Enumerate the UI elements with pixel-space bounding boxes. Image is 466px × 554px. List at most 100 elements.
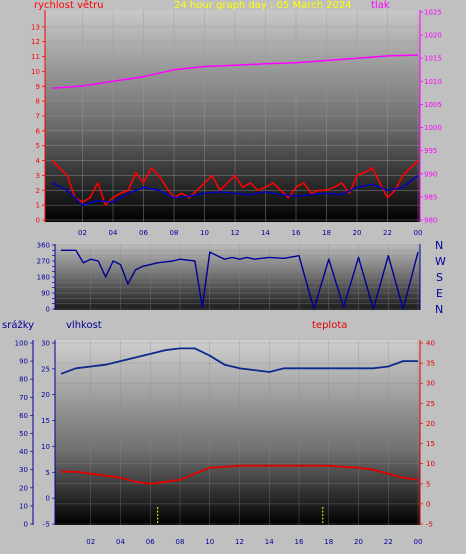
pressure-line [51, 54, 419, 90]
bottom-time-tick-label: 18 [324, 538, 333, 546]
rain-tick-label: 30 [19, 466, 28, 474]
wind-tick-label: 6 [36, 127, 41, 135]
pressure-tick-label: 1025 [424, 9, 442, 17]
time-tick-label: 10 [200, 229, 209, 237]
rain-tick-label: 80 [19, 376, 28, 384]
time-tick-label: 00 [414, 229, 423, 237]
pressure-tick-label: 980 [424, 217, 437, 225]
bottom-time-tick-label: 00 [414, 538, 423, 546]
wind-tick-label: 11 [31, 53, 40, 61]
temp-tick-label: 35 [426, 360, 435, 368]
bottom-time-tick-label: 02 [86, 538, 95, 546]
wind-tick-label: 3 [36, 172, 40, 180]
temp-tick-label: 0 [426, 500, 430, 508]
time-tick-label: 04 [109, 229, 118, 237]
time-tick-label: 18 [322, 229, 331, 237]
direction-e: E [436, 287, 443, 300]
pressure-tick-label: 985 [424, 193, 437, 201]
pressure-tick-label: 1010 [424, 78, 442, 86]
temperature-label: teplota [312, 320, 348, 331]
wind-tick-label: 12 [31, 38, 40, 46]
temp-tick-label: -5 [426, 521, 433, 529]
temp-tick-label: 5 [426, 480, 430, 488]
humidity-tick-label: 25 [41, 365, 50, 373]
temperature-line [61, 464, 419, 485]
wind-tick-label: 2 [36, 187, 40, 195]
temp-tick-label: 20 [426, 420, 435, 428]
direction-tick-label: 180 [37, 274, 50, 282]
wind-speed-label: rychlost větru [34, 0, 104, 11]
temp-tick-label: 25 [426, 400, 435, 408]
wind-tick-label: 13 [31, 23, 40, 31]
grid-layer [45, 10, 420, 525]
wind-tick-label: 10 [31, 68, 40, 76]
pressure-tick-label: 1015 [424, 55, 442, 63]
ticks-layer: 0123456789101112139809859909951000100510… [15, 9, 442, 547]
rain-tick-label: 10 [19, 502, 28, 510]
time-tick-label: 20 [353, 229, 362, 237]
pressure-tick-label: 1005 [424, 101, 442, 109]
humidity-tick-label: 0 [46, 495, 50, 503]
humidity-tick-label: -5 [43, 521, 50, 529]
bottom-time-tick-label: 04 [116, 538, 125, 546]
pressure-label: tlak [371, 0, 390, 11]
pressure-tick-label: 990 [424, 170, 437, 178]
time-tick-label: 14 [261, 229, 270, 237]
rain-tick-label: 0 [24, 521, 28, 529]
pressure-tick-label: 1020 [424, 32, 442, 40]
wind-tick-label: 7 [36, 113, 40, 121]
bottom-time-tick-label: 22 [384, 538, 393, 546]
time-tick-label: 06 [139, 229, 148, 237]
wind-tick-label: 9 [36, 83, 40, 91]
chart-title: 24 hour graph day : 05 March 2024 [174, 0, 352, 11]
bottom-time-tick-label: 14 [265, 538, 274, 546]
wind-tick-label: 5 [36, 142, 40, 150]
rain-tick-label: 100 [15, 340, 28, 348]
temp-tick-label: 10 [426, 460, 435, 468]
pressure-tick-label: 1000 [424, 124, 442, 132]
humidity-tick-label: 30 [41, 340, 50, 348]
time-tick-label: 12 [231, 229, 240, 237]
bottom-time-tick-label: 20 [354, 538, 363, 546]
rain-tick-label: 60 [19, 412, 28, 420]
humidity-tick-label: 5 [46, 469, 50, 477]
rain-tick-label: 90 [19, 358, 28, 366]
wind-tick-label: 0 [36, 217, 40, 225]
rain-label: srážky [2, 320, 35, 331]
rain-tick-label: 40 [19, 448, 28, 456]
marks-layer [51, 54, 419, 523]
direction-s: S [436, 271, 443, 284]
rain-tick-label: 50 [19, 430, 28, 438]
humidity-tick-label: 10 [41, 443, 50, 451]
rain-tick-label: 20 [19, 484, 28, 492]
humidity-line [60, 347, 418, 375]
temp-tick-label: 15 [426, 440, 435, 448]
direction-w: W [435, 255, 446, 268]
humidity-tick-label: 15 [41, 417, 50, 425]
time-tick-label: 02 [78, 229, 87, 237]
temp-tick-label: 30 [426, 380, 435, 388]
direction-tick-label: 90 [41, 290, 50, 298]
wind-gust-line [51, 160, 419, 206]
direction-n-bottom: N [435, 303, 444, 316]
wind-direction-line [61, 249, 419, 310]
direction-tick-label: 360 [37, 242, 50, 250]
direction-tick-label: 0 [46, 306, 50, 314]
bottom-time-tick-label: 06 [146, 538, 155, 546]
time-tick-label: 16 [292, 229, 301, 237]
pressure-tick-label: 995 [424, 147, 437, 155]
bottom-time-tick-label: 16 [295, 538, 304, 546]
bottom-time-tick-label: 08 [176, 538, 185, 546]
bottom-time-tick-label: 12 [235, 538, 244, 546]
time-tick-label: 22 [383, 229, 392, 237]
humidity-tick-label: 20 [41, 391, 50, 399]
wind-tick-label: 1 [36, 202, 40, 210]
wind-tick-label: 8 [36, 98, 40, 106]
rain-tick-label: 70 [19, 394, 28, 402]
temp-tick-label: 40 [426, 340, 435, 348]
bottom-time-tick-label: 10 [205, 538, 214, 546]
humidity-label: vlhkost [66, 320, 102, 331]
panel-bottom-bg [55, 340, 420, 525]
wind-average-line [51, 174, 419, 206]
